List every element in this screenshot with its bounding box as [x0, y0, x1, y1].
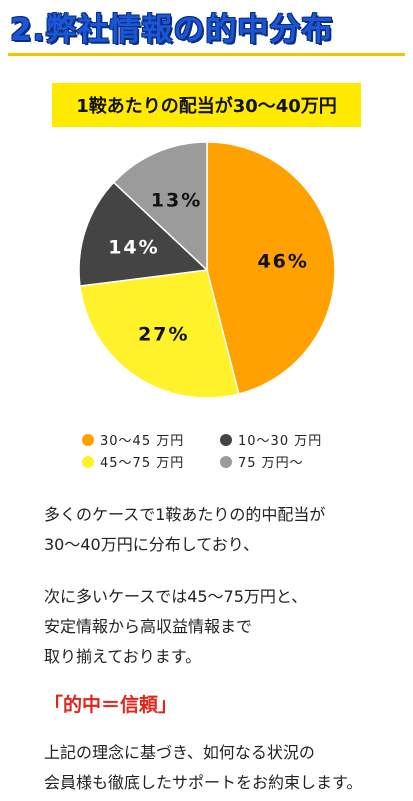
pie-slice [78, 181, 209, 287]
paragraph-line: 多くのケースで1鞍あたりの的中配当が [44, 505, 326, 524]
paragraph-line: 安定情報から高収益情報まで [44, 617, 253, 636]
legend-item-30-45: 30〜45 万円 [82, 430, 184, 449]
paragraph-line: 30〜40万円に分布しており、 [44, 535, 260, 554]
page-title: 2.弊社情報の的中分布 [10, 12, 334, 48]
legend-swatch-75plus [220, 455, 232, 468]
pie-slice-label: 14% [108, 236, 159, 258]
legend-item-10-30: 10〜30 万円 [220, 430, 322, 449]
pie-slice-label: 46% [257, 250, 308, 272]
pie-slice [112, 141, 208, 272]
legend-swatch-45-75 [82, 455, 94, 468]
chart-title: 1鞍あたりの配当が30〜40万円 [76, 96, 337, 117]
pie-chart: 46% 27% 14% 13% [78, 141, 336, 399]
legend-label-75plus: 75 万円〜 [238, 456, 304, 471]
legend-swatch-30-45 [82, 433, 94, 446]
tagline-trust: 「的中＝信頼」 [44, 694, 178, 716]
paragraph-philosophy: 上記の理念に基づき、如何なる状況の 会員様も徹底したサポートをお約束します。 [44, 738, 362, 798]
chart-title-box: 1鞍あたりの配当が30〜40万円 [52, 83, 361, 127]
legend-label-10-30: 10〜30 万円 [238, 434, 323, 449]
legend-item-45-75: 45〜75 万円 [82, 452, 184, 471]
pie-slice [206, 141, 336, 395]
pie-slice [79, 269, 240, 399]
paragraph-line: 次に多いケースでは45〜75万円と、 [44, 587, 308, 606]
paragraph-distribution: 多くのケースで1鞍あたりの的中配当が 30〜40万円に分布しており、 [44, 500, 325, 560]
paragraph-line: 取り揃えております。 [44, 647, 202, 666]
legend-label-30-45: 30〜45 万円 [100, 434, 185, 449]
legend-label-45-75: 45〜75 万円 [100, 456, 185, 471]
pie-slice-label: 13% [151, 190, 202, 212]
pie-slice-label: 27% [138, 324, 189, 346]
paragraph-line: 会員様も徹底したサポートをお約束します。 [44, 773, 363, 792]
paragraph-second-case: 次に多いケースでは45〜75万円と、 安定情報から高収益情報まで 取り揃えており… [44, 582, 307, 672]
legend-swatch-10-30 [220, 433, 232, 446]
title-underline [8, 53, 405, 56]
paragraph-line: 上記の理念に基づき、如何なる状況の [44, 743, 315, 762]
legend-item-75plus: 75 万円〜 [220, 452, 304, 471]
